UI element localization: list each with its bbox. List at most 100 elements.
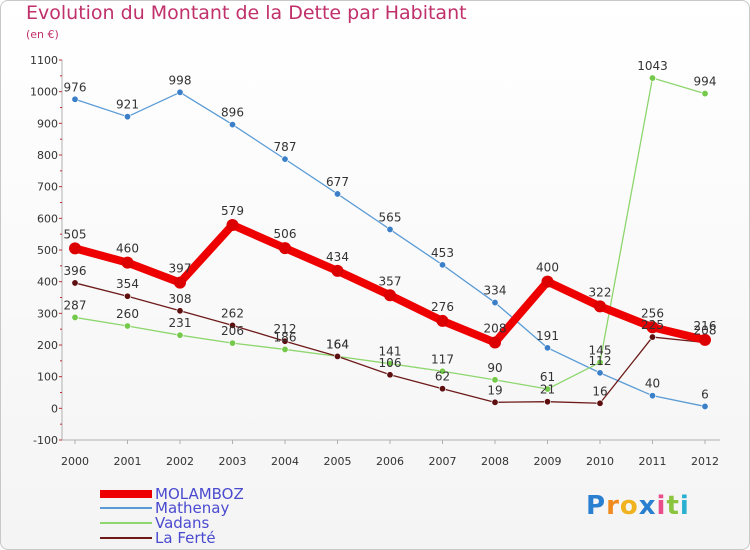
- data-point: [438, 385, 446, 393]
- proxiti-logo: Proxiti: [584, 489, 694, 521]
- data-label: 453: [431, 246, 454, 260]
- logo-letter: o: [620, 491, 639, 521]
- x-tick-label: 2012: [691, 455, 719, 468]
- x-tick-label: 2008: [481, 455, 509, 468]
- logo-text: Proxiti: [586, 491, 690, 521]
- data-point: [543, 398, 551, 406]
- data-label: 276: [431, 300, 454, 314]
- data-label: 90: [487, 361, 502, 375]
- data-label: 397: [169, 262, 192, 276]
- data-point: [543, 344, 551, 352]
- legend-swatch: [100, 537, 152, 539]
- chart-axes: -100 0 100 200 300 400 500 600 700 800 900 1000 1100…: [30, 54, 720, 468]
- data-label: 225: [641, 318, 664, 332]
- data-point: [124, 292, 132, 300]
- series-line-2: [74, 77, 706, 390]
- data-label: 434: [326, 250, 349, 264]
- data-label: 62: [435, 370, 450, 384]
- x-tick-label: 2005: [324, 455, 352, 468]
- data-label: 287: [64, 298, 87, 312]
- data-label: 677: [326, 175, 349, 189]
- data-point: [596, 369, 604, 377]
- data-label: 164: [326, 337, 349, 351]
- data-label: 998: [169, 73, 192, 87]
- data-label: 354: [116, 277, 139, 291]
- logo-letter: t: [666, 491, 679, 521]
- data-point: [71, 279, 79, 287]
- data-label: 40: [645, 377, 660, 391]
- data-label: 460: [116, 242, 139, 256]
- data-label: 976: [64, 80, 87, 94]
- data-label: 61: [540, 370, 555, 384]
- data-point: [174, 276, 186, 289]
- data-point: [491, 376, 499, 384]
- data-label: 357: [379, 274, 402, 288]
- legend-label: La Ferté: [155, 529, 216, 547]
- logo-letter: P: [586, 491, 606, 521]
- data-point: [594, 300, 606, 313]
- chart-title: Evolution du Montant de la Dette par Hab…: [26, 2, 467, 24]
- y-tick-label: 1100: [30, 54, 58, 67]
- y-tick-label: 400: [37, 276, 58, 289]
- data-label: 565: [379, 210, 402, 224]
- data-point: [279, 242, 291, 255]
- data-label: 216: [694, 319, 717, 333]
- data-point: [331, 264, 344, 277]
- data-point: [436, 314, 449, 327]
- data-label: 896: [221, 106, 244, 120]
- legend-swatch: [100, 522, 152, 524]
- data-point: [648, 392, 656, 400]
- legend-swatch: [100, 507, 152, 509]
- data-label: 208: [694, 323, 717, 337]
- legend-item: Mathenay: [100, 500, 400, 516]
- data-label: 787: [274, 140, 297, 154]
- y-tick-label: 1000: [30, 86, 58, 99]
- y-tick-label: -100: [33, 434, 58, 447]
- data-point: [648, 333, 656, 341]
- data-point: [386, 225, 394, 233]
- data-label: 505: [64, 227, 87, 241]
- y-tick-label: 200: [37, 339, 58, 352]
- data-label: 308: [169, 292, 192, 306]
- data-point: [176, 331, 184, 339]
- data-label: 141: [379, 345, 402, 359]
- data-label: 6: [701, 387, 709, 401]
- data-point: [491, 398, 499, 406]
- data-point: [71, 95, 79, 103]
- data-label: 186: [274, 330, 297, 344]
- y-tick-label: 700: [37, 181, 58, 194]
- data-point: [596, 358, 604, 366]
- data-label: 396: [64, 264, 87, 278]
- data-label: 212: [274, 322, 297, 336]
- legend-item: MOLAMBOZ: [100, 486, 400, 502]
- data-point: [596, 399, 604, 407]
- chart-subtitle: (en €): [26, 28, 59, 41]
- logo-letter: x: [639, 491, 657, 521]
- x-tick-label: 2010: [586, 455, 614, 468]
- data-point: [226, 218, 239, 231]
- data-point: [176, 88, 184, 96]
- data-label: 921: [116, 98, 139, 112]
- legend-label: MOLAMBOZ: [155, 485, 244, 503]
- y-tick-label: 0: [51, 402, 58, 415]
- data-point: [699, 333, 711, 346]
- data-label: 106: [379, 356, 402, 370]
- legend-label: Mathenay: [155, 499, 230, 517]
- data-point: [386, 371, 394, 379]
- logo-letter: i: [680, 491, 690, 521]
- x-tick-label: 2004: [271, 455, 299, 468]
- logo-letter: r: [606, 491, 620, 521]
- x-tick-label: 2011: [639, 455, 667, 468]
- x-tick-label: 2006: [376, 455, 404, 468]
- data-point: [489, 336, 501, 349]
- data-point: [386, 360, 394, 368]
- data-point: [701, 402, 709, 410]
- chart-data-labels: 5054603975795064343572762084003222562169…: [64, 59, 717, 401]
- data-point: [229, 121, 237, 129]
- data-label: 21: [540, 383, 555, 397]
- data-point: [491, 299, 499, 307]
- data-point: [281, 345, 289, 353]
- data-label: 231: [169, 316, 192, 330]
